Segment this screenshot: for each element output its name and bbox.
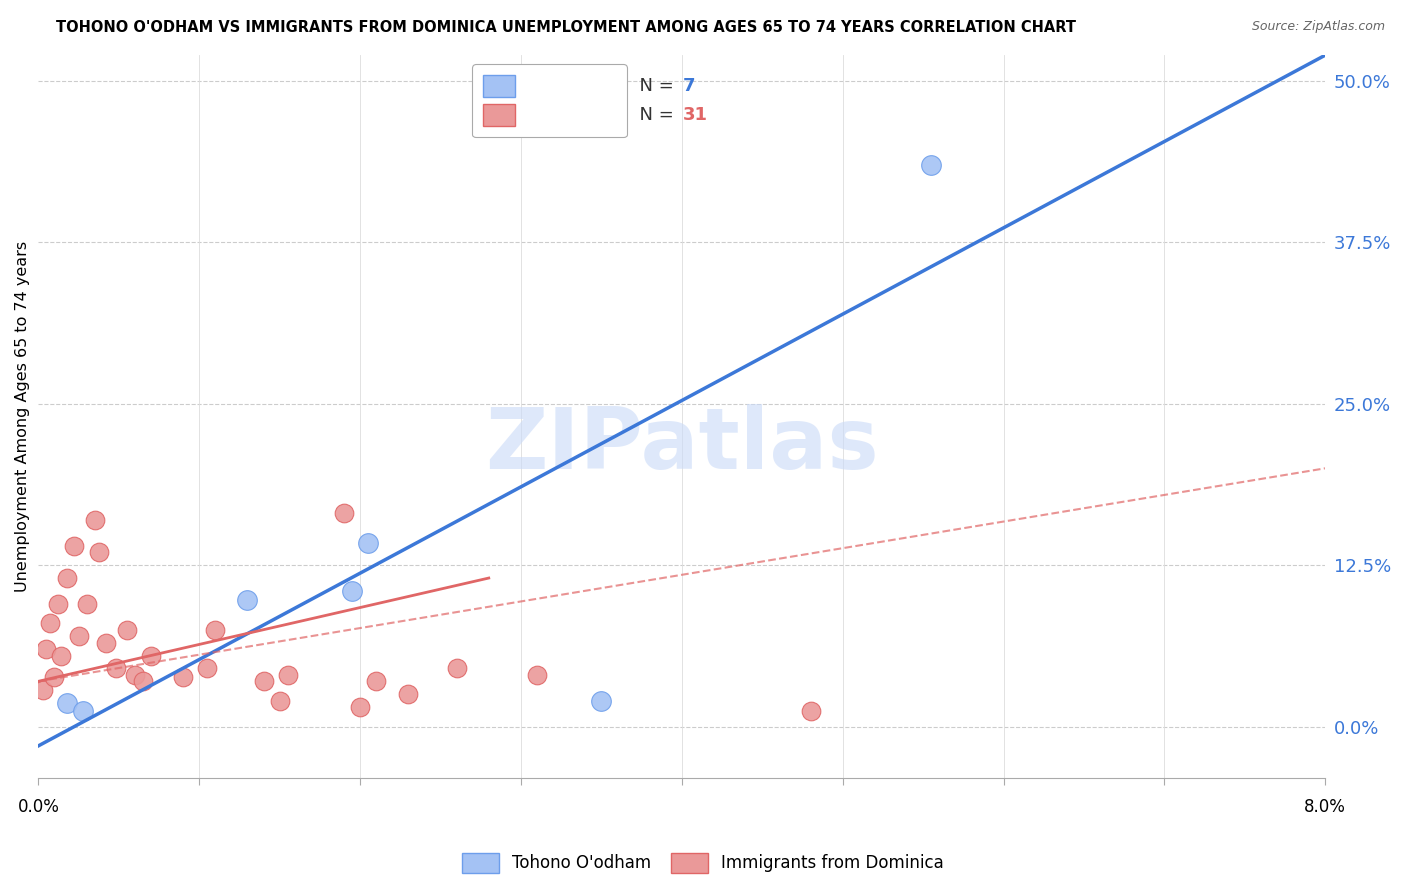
Text: 0.0%: 0.0% xyxy=(17,797,59,815)
Point xyxy=(591,694,613,708)
Point xyxy=(94,635,117,649)
Text: 8.0%: 8.0% xyxy=(1305,797,1346,815)
Point xyxy=(115,623,138,637)
Point xyxy=(124,668,146,682)
Legend: Tohono O'odham, Immigrants from Dominica: Tohono O'odham, Immigrants from Dominica xyxy=(456,847,950,880)
Point xyxy=(67,629,90,643)
Text: N =: N = xyxy=(627,77,679,95)
Point xyxy=(799,704,821,718)
Point xyxy=(277,668,299,682)
Text: R =: R = xyxy=(508,77,547,95)
Point xyxy=(49,648,72,663)
Text: TOHONO O'ODHAM VS IMMIGRANTS FROM DOMINICA UNEMPLOYMENT AMONG AGES 65 TO 74 YEAR: TOHONO O'ODHAM VS IMMIGRANTS FROM DOMINI… xyxy=(56,20,1076,35)
Point xyxy=(172,670,194,684)
Point xyxy=(62,539,84,553)
Point xyxy=(204,623,226,637)
Point xyxy=(195,661,218,675)
Point xyxy=(446,661,468,675)
Point xyxy=(269,694,291,708)
Point xyxy=(526,668,548,682)
Text: 7: 7 xyxy=(683,77,696,95)
Point xyxy=(56,571,79,585)
Point xyxy=(44,670,66,684)
Point xyxy=(46,597,69,611)
Point xyxy=(340,584,363,599)
Legend:                ,                : , xyxy=(472,64,627,137)
Point xyxy=(89,545,111,559)
Point xyxy=(349,700,371,714)
Text: 0.244: 0.244 xyxy=(569,106,627,124)
Text: 0.776: 0.776 xyxy=(569,77,627,95)
Point xyxy=(333,507,356,521)
Point xyxy=(132,674,155,689)
Point xyxy=(83,513,105,527)
Point xyxy=(56,696,79,710)
Point xyxy=(920,158,942,172)
Text: Source: ZipAtlas.com: Source: ZipAtlas.com xyxy=(1251,20,1385,33)
Point xyxy=(357,536,380,550)
Point xyxy=(366,674,388,689)
Point xyxy=(236,593,259,607)
Text: R =: R = xyxy=(508,106,547,124)
Y-axis label: Unemployment Among Ages 65 to 74 years: Unemployment Among Ages 65 to 74 years xyxy=(15,241,30,592)
Point xyxy=(38,616,60,631)
Point xyxy=(252,674,274,689)
Text: 31: 31 xyxy=(683,106,709,124)
Text: N =: N = xyxy=(627,106,679,124)
Point xyxy=(104,661,127,675)
Point xyxy=(396,687,419,701)
Point xyxy=(72,704,94,718)
Point xyxy=(76,597,98,611)
Point xyxy=(139,648,162,663)
Point xyxy=(35,642,58,657)
Text: ZIPatlas: ZIPatlas xyxy=(485,404,879,487)
Point xyxy=(32,683,55,698)
